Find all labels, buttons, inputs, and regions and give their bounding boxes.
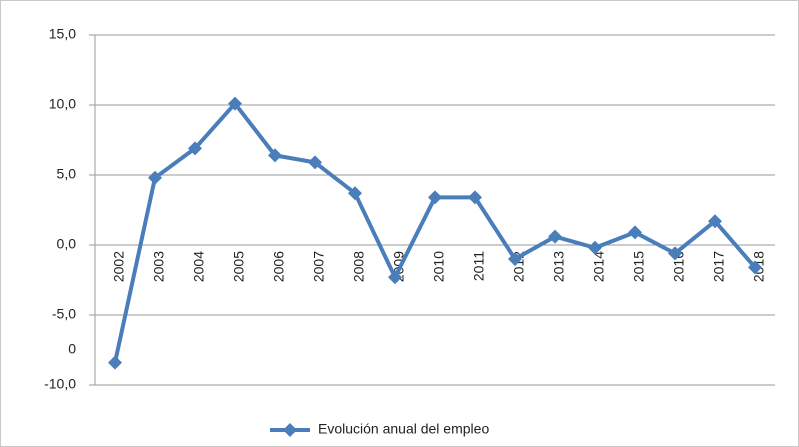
data-point xyxy=(308,155,322,170)
data-point xyxy=(108,355,122,370)
legend-label: Evolución anual del empleo xyxy=(318,421,489,437)
data-point xyxy=(668,246,682,261)
data-point xyxy=(748,260,762,275)
data-point xyxy=(188,141,202,156)
legend-marker xyxy=(283,423,297,437)
data-point xyxy=(348,186,362,201)
y-tick-label: 0,0 xyxy=(57,236,77,252)
x-tick-label: 2003 xyxy=(151,251,167,282)
x-tick-label: 2004 xyxy=(191,251,207,282)
data-point xyxy=(388,270,402,285)
y-tick-label: -5,0 xyxy=(52,306,76,322)
x-tick-label: 2015 xyxy=(631,251,647,282)
data-point xyxy=(148,170,162,185)
data-point xyxy=(428,190,442,205)
x-tick-label: 2006 xyxy=(271,251,287,282)
y-tick-label: 5,0 xyxy=(57,166,77,182)
y-tick-label: 15,0 xyxy=(49,26,76,42)
x-tick-label: 2017 xyxy=(711,251,727,282)
data-point xyxy=(228,96,242,111)
x-tick-label: 2011 xyxy=(471,251,487,281)
data-point xyxy=(708,214,722,229)
x-tick-label: 2005 xyxy=(231,251,247,282)
y-tick-label: -10,0 xyxy=(44,376,76,392)
x-tick-label: 2014 xyxy=(591,251,607,282)
data-point xyxy=(588,240,602,255)
y-tick-label: 10,0 xyxy=(49,96,76,112)
data-point xyxy=(268,148,282,163)
data-point xyxy=(628,225,642,240)
data-point xyxy=(548,229,562,244)
x-tick-label: 2002 xyxy=(111,251,127,282)
x-tick-label: 2010 xyxy=(431,251,447,282)
x-tick-label: 2013 xyxy=(551,251,567,282)
data-point xyxy=(508,252,522,266)
annotation: 0 xyxy=(68,341,76,357)
x-tick-label: 2008 xyxy=(351,251,367,282)
x-tick-label: 2007 xyxy=(311,251,327,282)
data-point xyxy=(468,190,482,205)
